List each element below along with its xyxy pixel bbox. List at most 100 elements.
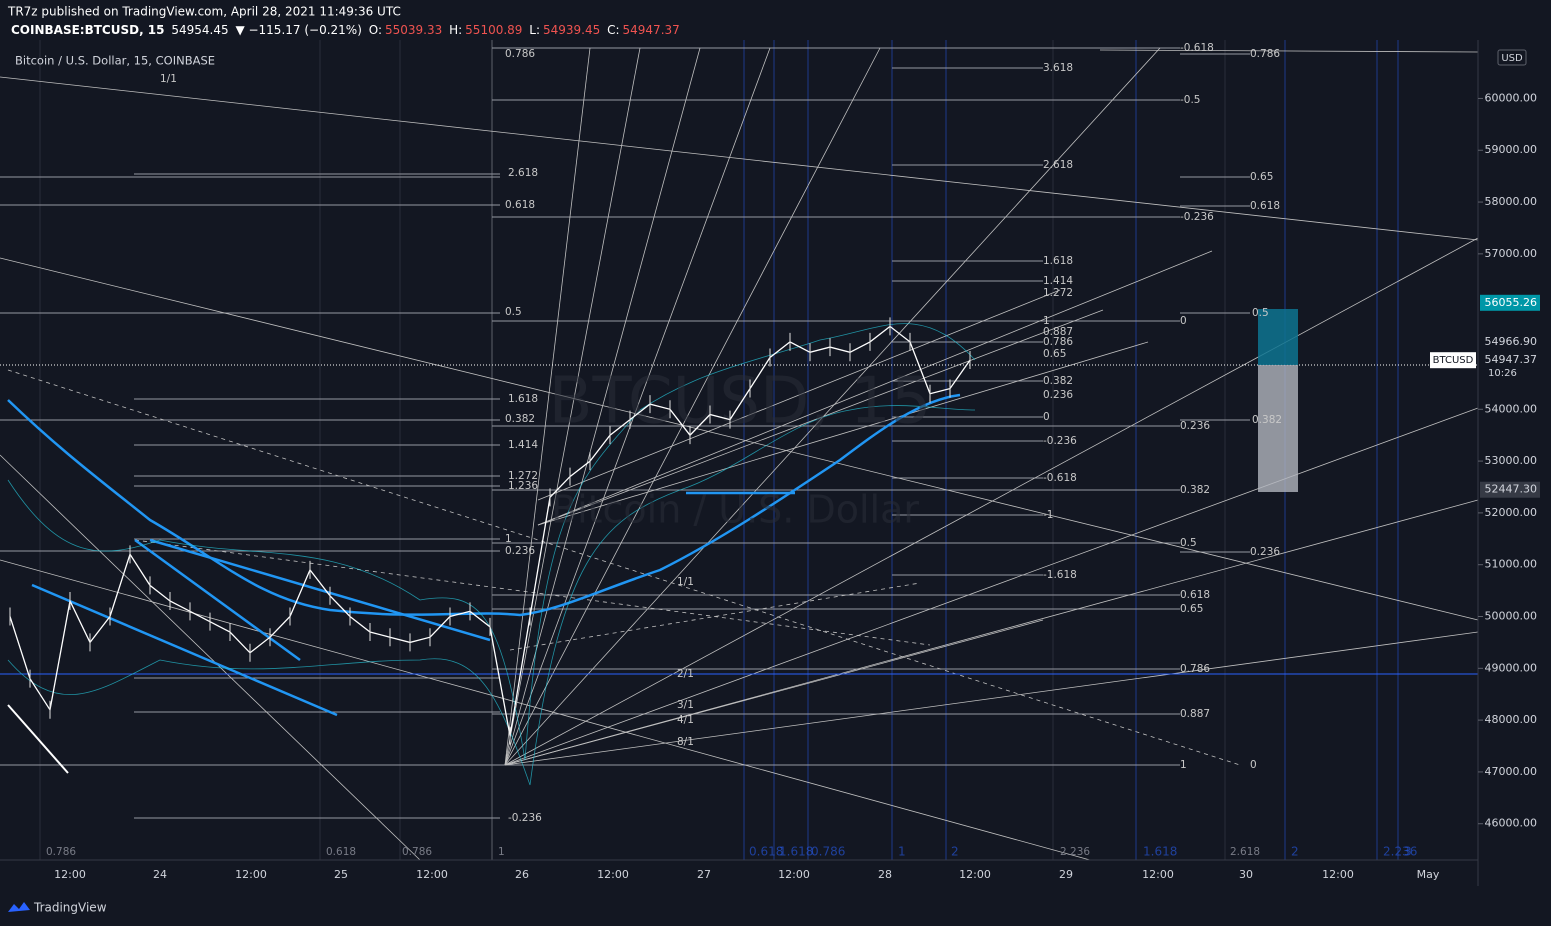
price-tick-label: 49000.00 [1485, 661, 1538, 674]
quote-line: COINBASE:BTCUSD, 15 54954.45 ▼ −115.17 (… [11, 23, 680, 37]
time-tick-label: 29 [1059, 868, 1073, 881]
fib-label: 3.618 [1043, 62, 1073, 74]
fib-label: 0.887 [1043, 326, 1073, 338]
time-fib-label: 1 [498, 846, 505, 858]
price-tick-label: 57000.00 [1485, 247, 1538, 260]
time-tick-label: 12:00 [1142, 868, 1174, 881]
fib-label: -0.618 [1043, 472, 1077, 484]
price-tick-label: 54000.00 [1485, 402, 1538, 415]
fib-label: -0.618 [1180, 42, 1214, 54]
price-tick-label: 47000.00 [1485, 765, 1538, 778]
symbol: COINBASE:BTCUSD, 15 [11, 23, 165, 37]
symbol-tag: BTCUSD [1433, 355, 1474, 366]
high: 55100.89 [465, 23, 522, 37]
fib-label: 1/1 [160, 73, 177, 85]
fib-label: 1.272 [508, 470, 538, 482]
watermark-name: Bitcoin / U.S. Dollar [551, 488, 919, 532]
price-tick-label: 50000.00 [1485, 610, 1538, 623]
o-label: O: [369, 23, 382, 37]
fib-label: 0.786 [505, 48, 535, 60]
currency-box[interactable] [1497, 49, 1527, 66]
fib-label: 1 [1180, 759, 1187, 771]
fib-label: 0.5 [505, 306, 522, 318]
fib-label: -1.618 [1043, 569, 1077, 581]
time-fib-label: 2 [1291, 845, 1299, 859]
published-line: TR7z published on TradingView.com, April… [7, 5, 401, 19]
time-tick-label: 12:00 [1322, 868, 1354, 881]
fib-label: 0.236 [1043, 389, 1073, 401]
price-tag: 52447.30 [1485, 483, 1538, 496]
fib-label: 0.236 [1250, 546, 1280, 558]
price-tick-label: 53000.00 [1485, 454, 1538, 467]
price-tick-label: 52000.00 [1485, 506, 1538, 519]
price-tick-label: 59000.00 [1485, 143, 1538, 156]
price-tick-label: 58000.00 [1485, 195, 1538, 208]
fib-label: 4/1 [677, 714, 694, 726]
time-fib-label: 2 [951, 845, 959, 859]
fib-label: 0.236 [505, 545, 535, 557]
watermark: BTCUSD, 15 [549, 365, 932, 439]
price-tick-label: 60000.00 [1485, 91, 1538, 104]
fib-label: 8/1 [677, 736, 694, 748]
time-fib-label: 0.786 [811, 845, 845, 859]
fib-label: 0.618 [1250, 200, 1280, 212]
time-tick-label: 12:00 [54, 868, 86, 881]
l-label: L: [529, 23, 540, 37]
currency[interactable]: USD [1501, 53, 1523, 64]
time-fib-label: 1.618 [1143, 845, 1177, 859]
fib-label: 2/1 [677, 668, 694, 680]
fib-label: -0.5 [1180, 94, 1201, 106]
axis-group: 60000.00 59000.00 58000.00 57000.00 54000.00… [54, 91, 1540, 881]
price-tag: 54947.37 [1485, 353, 1538, 366]
time-tick-label: 27 [697, 868, 711, 881]
long-position-profit [1258, 309, 1298, 365]
fib-label: -0.236 [508, 812, 542, 824]
fib-label: 0.786 [1043, 336, 1073, 348]
open: 55039.33 [385, 23, 442, 37]
close: 54947.37 [623, 23, 680, 37]
fib-label: 1 [505, 533, 512, 545]
time-tick-label: 25 [334, 868, 348, 881]
fib-label: 0.65 [1043, 348, 1066, 360]
time-tick-label: 28 [878, 868, 892, 881]
fib-label: 1/1 [677, 576, 694, 588]
time-fib-label: 0.786 [402, 846, 432, 858]
fib-label: 2.618 [508, 167, 538, 179]
time-tick-label: 12:00 [235, 868, 267, 881]
time-fib-label: 2.618 [1230, 846, 1260, 858]
fib-label: 0.382 [1180, 484, 1210, 496]
time-tick-label: 26 [515, 868, 529, 881]
long-position-stop [1258, 365, 1298, 492]
fib-label: 0.618 [1180, 589, 1210, 601]
time-fib-label: 1 [898, 845, 906, 859]
fib-label: 0.382 [1043, 375, 1073, 387]
fib-label: 1.618 [1043, 255, 1073, 267]
time-tick-label: 30 [1239, 868, 1253, 881]
low: 54939.45 [543, 23, 600, 37]
price-tag-box [1480, 334, 1540, 351]
fib-label: 0 [1043, 411, 1050, 423]
fib-label: 0 [1180, 315, 1187, 327]
fib-label: -1 [1043, 509, 1053, 521]
countdown: 10:26 [1488, 368, 1517, 379]
fib-label: 1.618 [508, 393, 538, 405]
time-fib-label: 2.236 [1060, 846, 1090, 858]
fib-levels [0, 47, 1250, 819]
time-fib-label: 2.236 [1383, 845, 1417, 859]
fib-label: 0.65 [1250, 171, 1273, 183]
price-tag-box [1480, 481, 1540, 498]
fib-label: 0.786 [1250, 48, 1280, 60]
price-tag-box [1480, 352, 1540, 369]
fib-label: 0 [1250, 759, 1257, 771]
fib-label: 0.382 [505, 413, 535, 425]
time-tick-label: May [1417, 868, 1440, 881]
fib-label: 0.236 [1180, 420, 1210, 432]
time-fib-label: 3 [1404, 845, 1412, 859]
change: ▼ −115.17 (−0.21%) [235, 23, 361, 37]
legend: Bitcoin / U.S. Dollar, 15, COINBASE [15, 54, 215, 68]
symbol-tag-box [1430, 352, 1476, 369]
price-tag: 56055.26 [1485, 296, 1538, 309]
